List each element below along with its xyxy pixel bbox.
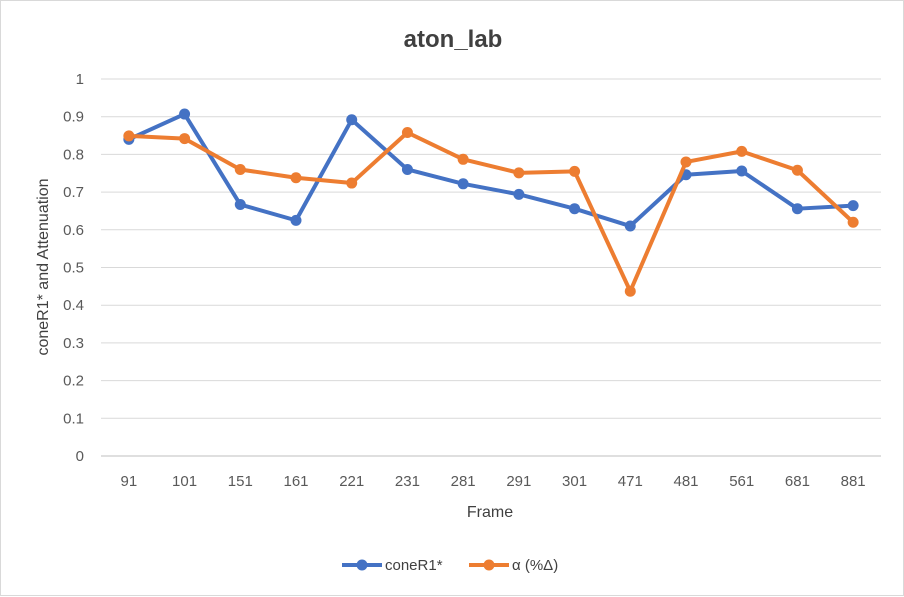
data-point [179,108,191,120]
legend-label: α (%Δ) [512,557,558,574]
y-axis-ticks: 0 0.1 0.2 0.3 0.4 0.5 0.6 0.7 0.8 0.9 1 [63,71,84,465]
x-tick-label: 561 [729,473,754,490]
data-point [179,133,191,145]
legend: coneR1* α (%Δ) [342,557,558,574]
legend-label: coneR1* [385,557,443,574]
data-point [624,285,636,297]
chart-title: aton_lab [404,26,503,53]
data-point [569,165,581,177]
data-point [513,188,525,200]
gridlines [101,78,881,457]
y-tick-label: 0.8 [63,146,84,163]
y-tick-label: 0 [76,448,84,465]
x-tick-label: 91 [121,473,138,490]
series-line [126,112,856,229]
data-point [346,114,358,126]
y-tick-label: 0.7 [63,184,84,201]
y-tick-label: 0.5 [63,260,84,277]
y-tick-label: 1 [76,71,84,88]
legend-item: coneR1* [342,557,443,574]
data-point [457,178,469,190]
y-tick-label: 0.2 [63,373,84,390]
x-tick-label: 221 [339,473,364,490]
x-axis-ticks: 91 101 151 161 221 231 281 291 301 471 481 561 681 88… [121,473,866,490]
series-line [126,130,856,294]
data-point [791,203,803,215]
y-axis-title: coneR1* and Attenuation [35,178,52,355]
x-axis-title: Frame [467,504,513,521]
y-tick-label: 0.4 [63,297,84,314]
data-point [624,220,636,232]
data-point [736,165,748,177]
legend-item: α (%Δ) [469,557,558,574]
x-tick-label: 481 [673,473,698,490]
series-lines [123,108,859,297]
y-tick-label: 0.6 [63,222,84,239]
data-point [290,214,302,226]
x-tick-label: 101 [172,473,197,490]
data-point [680,156,692,168]
series-1 [123,108,859,232]
data-point [569,203,581,215]
x-tick-label: 471 [618,473,643,490]
y-tick-label: 0.1 [63,410,84,427]
x-tick-label: 161 [283,473,308,490]
x-tick-label: 301 [562,473,587,490]
x-tick-label: 151 [228,473,253,490]
x-tick-label: 281 [451,473,476,490]
data-point [346,177,358,189]
data-point [457,153,469,165]
series-2 [123,127,859,297]
x-tick-label: 681 [785,473,810,490]
data-point [847,216,859,228]
data-point [290,172,302,184]
x-tick-label: 291 [506,473,531,490]
data-point [401,163,413,175]
data-point [791,164,803,176]
data-point [736,145,748,157]
data-point [234,199,246,211]
legend-swatch-marker [483,559,495,571]
x-tick-label: 881 [841,473,866,490]
data-point [123,130,135,142]
data-point [234,163,246,175]
x-tick-label: 231 [395,473,420,490]
data-point [401,127,413,139]
y-tick-label: 0.9 [63,109,84,126]
y-tick-label: 0.3 [63,335,84,352]
data-point [847,200,859,212]
data-point [513,167,525,179]
legend-swatch-marker [356,559,368,571]
